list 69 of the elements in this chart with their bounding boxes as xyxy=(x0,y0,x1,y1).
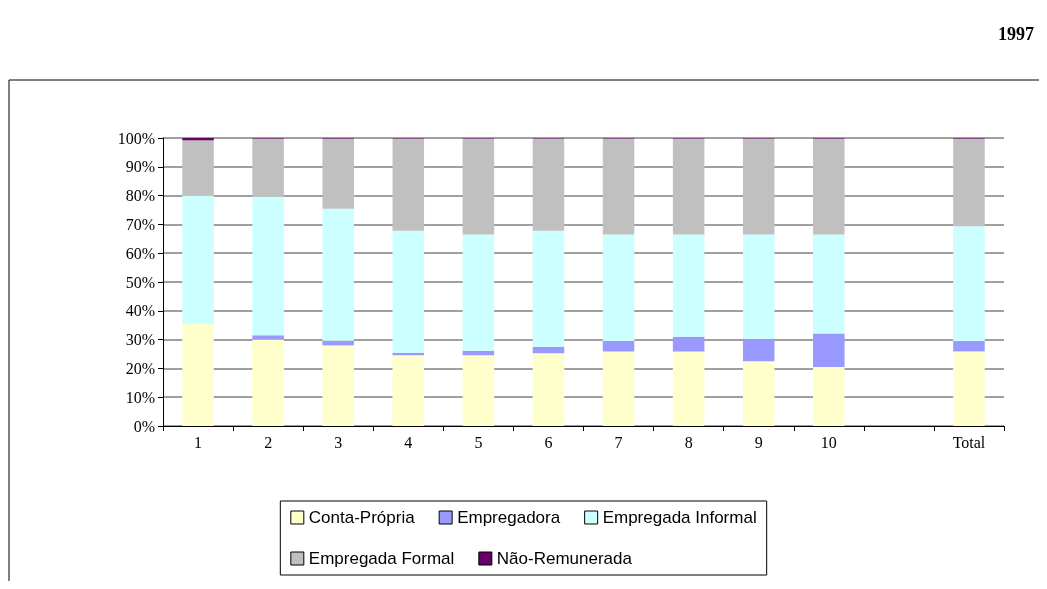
bar xyxy=(462,355,495,426)
y-tick-label: 100% xyxy=(117,129,155,147)
bar xyxy=(953,226,985,342)
bar xyxy=(532,138,565,231)
x-tick-label: 7 xyxy=(614,433,623,451)
bar xyxy=(602,351,635,426)
y-tick-label: 10% xyxy=(125,388,155,406)
x-tick-label: 8 xyxy=(684,433,693,451)
bar xyxy=(252,335,284,340)
legend-label: Empregada Informal xyxy=(602,508,757,527)
bar xyxy=(532,353,565,426)
bar xyxy=(672,138,705,235)
bar xyxy=(953,138,985,227)
y-tick-label: 50% xyxy=(125,273,155,291)
x-tick-label: 1 xyxy=(194,433,203,451)
bar xyxy=(462,138,495,235)
bar xyxy=(813,366,845,426)
bar xyxy=(813,333,845,367)
bar xyxy=(462,234,495,351)
legend-label: Não-Remunerada xyxy=(496,549,633,568)
legend-label: Conta-Própria xyxy=(308,508,416,527)
bar xyxy=(813,138,845,235)
bar xyxy=(602,234,635,342)
x-tick-label: 2 xyxy=(264,433,273,451)
x-tick-label: Total xyxy=(952,433,986,451)
bar xyxy=(392,355,425,426)
bar xyxy=(672,336,705,352)
bar xyxy=(252,339,284,426)
x-tick-label: 10 xyxy=(820,433,837,451)
legend-label: Empregada Formal xyxy=(308,549,455,568)
bar xyxy=(532,346,565,354)
y-tick-label: 70% xyxy=(125,215,155,233)
bar xyxy=(672,234,705,337)
bar xyxy=(252,138,284,198)
y-tick-label: 0% xyxy=(133,417,155,435)
y-tick-label: 30% xyxy=(125,331,155,349)
bar xyxy=(602,138,635,235)
y-tick-label: 80% xyxy=(125,187,155,205)
bar xyxy=(182,140,214,196)
bar xyxy=(322,208,354,341)
legend-label: Empregadora xyxy=(457,508,561,527)
bar xyxy=(182,195,214,324)
y-tick-label: 20% xyxy=(125,359,155,377)
bar xyxy=(602,341,635,352)
bar xyxy=(953,341,985,352)
bar xyxy=(182,323,214,426)
y-tick-label: 90% xyxy=(125,158,155,176)
x-tick-label: 3 xyxy=(334,433,343,451)
x-tick-label: 9 xyxy=(754,433,763,451)
bar xyxy=(322,138,354,209)
bar xyxy=(322,345,354,426)
bar xyxy=(532,230,565,347)
bar xyxy=(462,350,495,356)
chart-title: 1997 xyxy=(998,24,1034,44)
bar xyxy=(672,351,705,426)
bar xyxy=(742,138,775,235)
y-tick-label: 60% xyxy=(125,244,155,262)
bar xyxy=(392,230,425,353)
x-tick-label: 6 xyxy=(544,433,553,451)
bar xyxy=(953,351,985,426)
x-tick-label: 5 xyxy=(474,433,483,451)
bar xyxy=(742,234,775,339)
bar xyxy=(813,234,845,334)
bar xyxy=(252,197,284,336)
bar xyxy=(392,138,425,231)
bar xyxy=(742,338,775,362)
x-tick-label: 4 xyxy=(404,433,413,451)
bar xyxy=(742,361,775,426)
y-tick-label: 40% xyxy=(125,302,155,320)
